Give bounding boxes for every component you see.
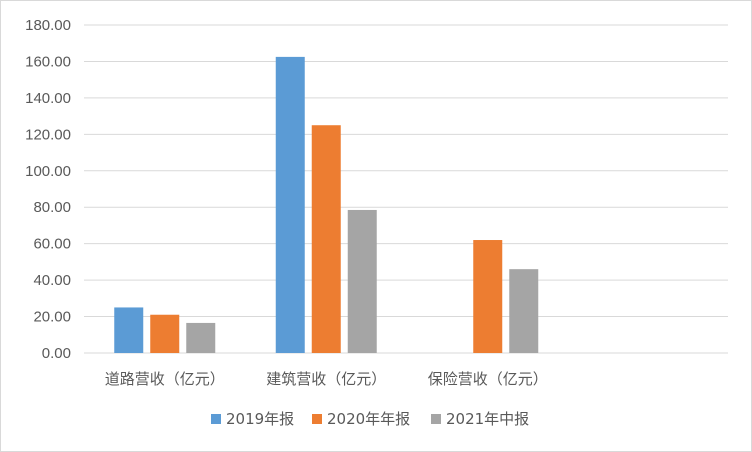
x-category-label: 道路营收（亿元） [105,370,225,388]
y-tick-label: 80.00 [33,199,71,216]
x-axis-category-labels: 道路营收（亿元） 建筑营收（亿元） 保险营收（亿元） [105,370,548,388]
bar [275,56,305,354]
x-category-label: 建筑营收（亿元） [266,370,386,388]
y-tick-label: 60.00 [33,236,71,253]
bar [311,125,341,353]
y-tick-label: 20.00 [33,309,71,326]
legend: 2019年报 2020年年报 2021年中报 [211,410,529,428]
legend-label: 2019年报 [226,410,294,428]
legend-label: 2020年年报 [327,410,410,428]
y-tick-label: 0.00 [42,345,71,362]
y-tick-label: 140.00 [25,90,71,107]
x-category-label: 保险营收（亿元） [428,370,548,388]
y-tick-label: 180.00 [25,17,71,34]
legend-swatch [211,414,221,424]
bar [509,269,539,353]
legend-label: 2021年中报 [446,410,529,428]
bar [186,322,216,353]
y-tick-label: 40.00 [33,272,71,289]
bar [347,209,377,353]
bar [473,240,503,353]
bar [114,307,144,353]
y-axis-tick-labels: 0.00 20.00 40.00 60.00 80.00 100.00 120.00 140.… [25,17,71,362]
gridlines [84,24,728,354]
bar [150,314,180,353]
y-tick-label: 160.00 [25,53,71,70]
legend-swatch [312,414,322,424]
y-tick-label: 100.00 [25,163,71,180]
bars [114,56,539,354]
y-tick-label: 120.00 [25,126,71,143]
legend-swatch [431,414,441,424]
